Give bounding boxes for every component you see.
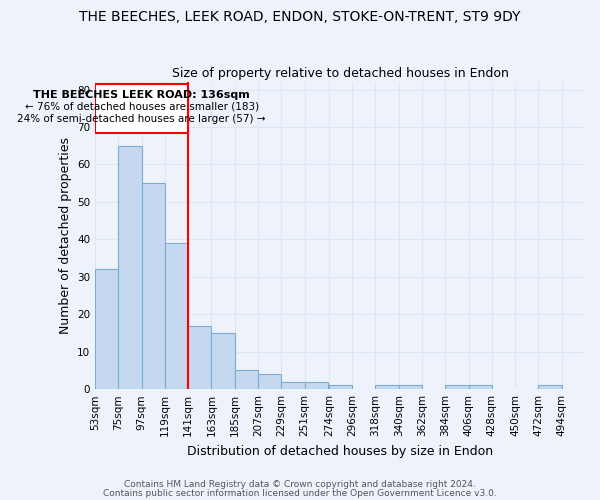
Bar — [305, 382, 328, 389]
Bar — [95, 84, 188, 132]
Bar — [281, 382, 305, 389]
Text: Contains public sector information licensed under the Open Government Licence v3: Contains public sector information licen… — [103, 488, 497, 498]
Bar — [376, 386, 399, 389]
Bar — [469, 386, 492, 389]
Y-axis label: Number of detached properties: Number of detached properties — [59, 137, 71, 334]
Bar — [538, 386, 562, 389]
Bar — [258, 374, 281, 389]
Bar — [95, 270, 118, 389]
X-axis label: Distribution of detached houses by size in Endon: Distribution of detached houses by size … — [187, 444, 493, 458]
Title: Size of property relative to detached houses in Endon: Size of property relative to detached ho… — [172, 66, 508, 80]
Bar — [329, 386, 352, 389]
Text: Contains HM Land Registry data © Crown copyright and database right 2024.: Contains HM Land Registry data © Crown c… — [124, 480, 476, 489]
Bar — [211, 333, 235, 389]
Text: THE BEECHES LEEK ROAD: 136sqm: THE BEECHES LEEK ROAD: 136sqm — [33, 90, 250, 100]
Bar — [445, 386, 469, 389]
Bar — [399, 386, 422, 389]
Bar — [188, 326, 211, 389]
Text: ← 76% of detached houses are smaller (183): ← 76% of detached houses are smaller (18… — [25, 102, 259, 112]
Text: 24% of semi-detached houses are larger (57) →: 24% of semi-detached houses are larger (… — [17, 114, 266, 124]
Text: THE BEECHES, LEEK ROAD, ENDON, STOKE-ON-TRENT, ST9 9DY: THE BEECHES, LEEK ROAD, ENDON, STOKE-ON-… — [79, 10, 521, 24]
Bar — [235, 370, 258, 389]
Bar — [142, 183, 165, 389]
Bar — [118, 146, 142, 389]
Bar — [165, 243, 188, 389]
